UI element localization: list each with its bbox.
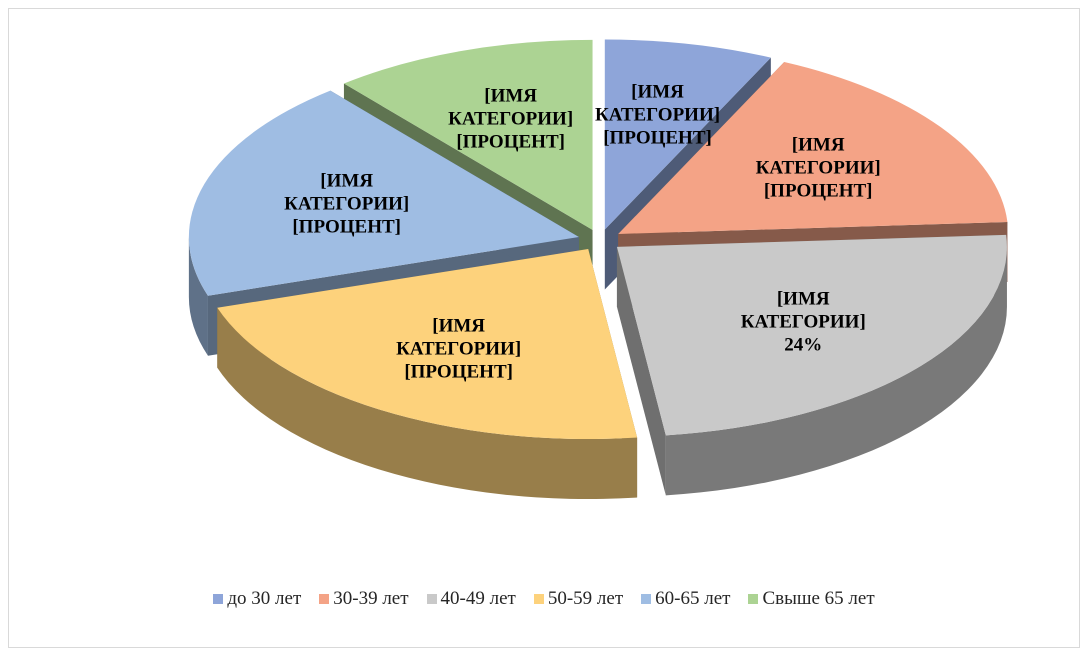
slice-top (188, 90, 579, 296)
slice-side (188, 237, 208, 356)
slice-side (665, 246, 1007, 496)
slice-top (217, 249, 638, 440)
legend-swatch (641, 594, 652, 604)
legend-item: 40-49 лет (426, 588, 516, 610)
data-label-value: 24% (784, 334, 823, 356)
legend-swatch (426, 594, 437, 604)
legend-swatch (533, 594, 544, 604)
data-label-name: [ИМЯ КАТЕГОРИИ] (595, 81, 721, 126)
data-label-value: [ПРОЦЕНТ] (456, 131, 565, 153)
legend: до 30 лет 30-39 лет 40-49 лет 50-59 лет 60-6… (0, 588, 1088, 610)
slice-side (217, 307, 638, 500)
data-label-value: [ПРОЦЕНТ] (603, 127, 712, 149)
slice-top (618, 62, 1008, 234)
data-label-name: [ИМЯ КАТЕГОРИИ] (284, 170, 410, 215)
data-label: [ИМЯ КАТЕГОРИИ] [ПРОЦЕНТ] (272, 170, 422, 239)
chart: до 30 лет 30-39 лет 40-49 лет 50-59 лет 60-6… (0, 8, 1088, 648)
data-label-name: [ИМЯ КАТЕГОРИИ] (448, 85, 574, 130)
slice-top (343, 39, 593, 230)
data-label: [ИМЯ КАТЕГОРИИ] [ПРОЦЕНТ] (743, 133, 893, 202)
slice-top (604, 39, 771, 230)
legend-item: Свыше 65 лет (748, 588, 875, 610)
legend-label: 60-65 лет (655, 588, 731, 609)
data-label: [ИМЯ КАТЕГОРИИ] [ПРОЦЕНТ] (583, 80, 733, 149)
data-label: [ИМЯ КАТЕГОРИИ] 24% (728, 287, 878, 356)
slice (616, 234, 1007, 496)
legend-label: 30-39 лет (333, 588, 409, 609)
slice-cut-face (616, 246, 666, 496)
legend-label: Свыше 65 лет (762, 588, 875, 609)
data-label-value: [ПРОЦЕНТ] (763, 180, 873, 202)
data-label-name: [ИМЯ КАТЕГОРИИ] (740, 288, 866, 333)
legend-label: 40-49 лет (440, 588, 516, 609)
legend-item: 30-39 лет (319, 588, 409, 610)
legend-item: 50-59 лет (533, 588, 624, 610)
legend-item: до 30 лет (213, 588, 301, 610)
legend-swatch (748, 594, 759, 604)
pie-plot (188, 39, 1008, 500)
slice-top (616, 234, 1007, 436)
data-label: [ИМЯ КАТЕГОРИИ] [ПРОЦЕНТ] (384, 314, 534, 383)
data-label-name: [ИМЯ КАТЕГОРИИ] (755, 134, 881, 179)
legend-swatch (319, 594, 330, 604)
legend-item: 60-65 лет (641, 588, 730, 610)
data-label-value: [ПРОЦЕНТ] (404, 361, 513, 382)
legend-label: до 30 лет (227, 588, 302, 609)
legend-label: 50-59 лет (547, 588, 624, 609)
slice (217, 249, 638, 500)
data-label-name: [ИМЯ КАТЕГОРИИ] (396, 315, 522, 359)
data-label-value: [ПРОЦЕНТ] (292, 216, 401, 238)
data-label: [ИМЯ КАТЕГОРИИ] [ПРОЦЕНТ] (436, 85, 586, 154)
legend-swatch (213, 594, 224, 604)
